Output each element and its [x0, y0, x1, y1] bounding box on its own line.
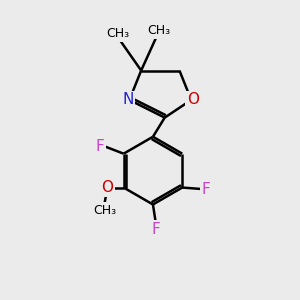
Text: F: F — [96, 139, 104, 154]
Text: F: F — [201, 182, 210, 196]
Text: CH₃: CH₃ — [106, 27, 129, 40]
Text: CH₃: CH₃ — [147, 24, 170, 37]
Text: CH₃: CH₃ — [93, 204, 116, 217]
Text: O: O — [187, 92, 199, 107]
Text: O: O — [101, 180, 113, 195]
Text: F: F — [152, 222, 160, 237]
Text: N: N — [122, 92, 134, 107]
